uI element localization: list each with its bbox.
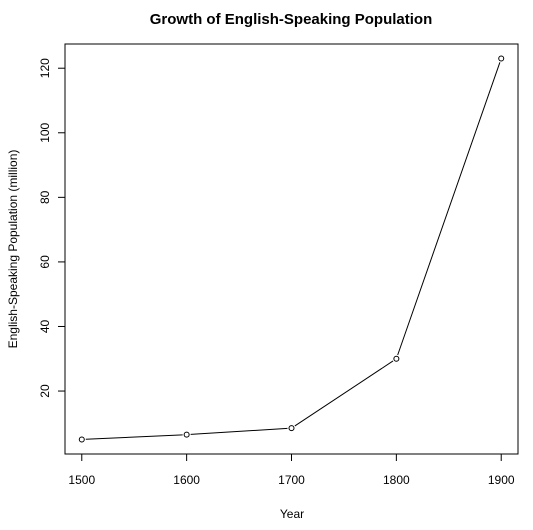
data-point <box>498 55 505 62</box>
x-tick-label: 1700 <box>278 473 305 487</box>
y-tick-label: 20 <box>38 384 52 398</box>
series-line-segment <box>190 427 288 435</box>
data-point <box>288 425 295 432</box>
data-point <box>183 431 190 438</box>
y-tick-label: 60 <box>38 255 52 269</box>
data-point <box>393 355 400 362</box>
x-tick-label: 1500 <box>68 473 95 487</box>
x-tick-label: 1600 <box>173 473 200 487</box>
y-tick-label: 100 <box>38 122 52 142</box>
x-tick-label: 1800 <box>383 473 410 487</box>
series-line-segment <box>397 62 501 356</box>
series-line-segment <box>85 434 183 440</box>
data-point <box>78 436 85 443</box>
series-layer <box>78 55 505 443</box>
plot-frame <box>64 43 519 455</box>
x-axis-label: Year <box>280 507 304 521</box>
y-tick-label: 80 <box>38 190 52 204</box>
y-tick-label: 120 <box>38 58 52 78</box>
x-axis: 1500 1600 1700 1800 1900 <box>68 454 515 487</box>
series-line-segment <box>294 360 394 427</box>
x-tick-label: 1900 <box>488 473 515 487</box>
chart-title: Growth of English-Speaking Population <box>150 11 433 28</box>
y-tick-label: 40 <box>38 319 52 333</box>
y-axis-label: English-Speaking Population (million) <box>6 150 20 349</box>
y-axis: 20 40 60 80 100 120 <box>38 58 65 398</box>
